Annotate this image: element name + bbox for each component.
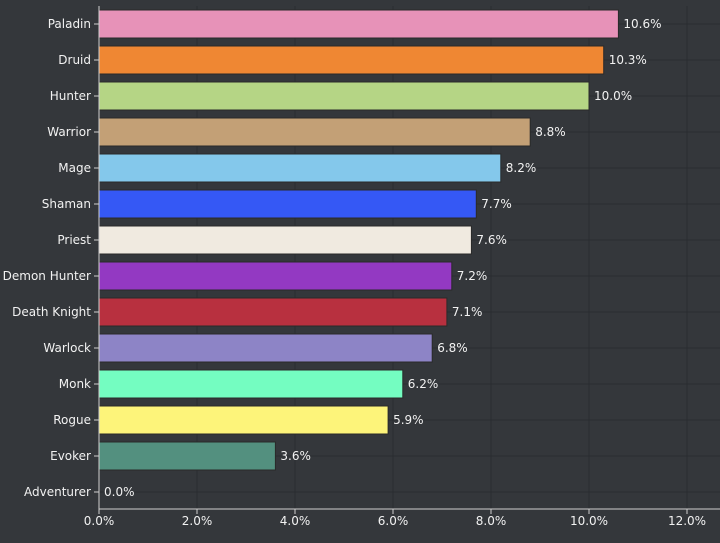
y-tick-label: Hunter — [50, 89, 91, 103]
bar-demon-hunter — [98, 261, 453, 291]
data-label: 5.9% — [393, 413, 424, 427]
data-label: 7.6% — [476, 233, 507, 247]
data-label: 7.7% — [481, 197, 512, 211]
y-tick-label: Warlock — [43, 341, 91, 355]
data-label: 10.0% — [594, 89, 632, 103]
data-label: 7.1% — [452, 305, 483, 319]
data-label: 0.0% — [104, 485, 135, 499]
bar-warlock — [98, 333, 433, 363]
bar-druid — [98, 45, 605, 75]
x-tick-label: 2.0% — [182, 514, 213, 528]
data-label: 8.8% — [535, 125, 566, 139]
bar-rogue — [98, 405, 389, 435]
bar-death-knight — [98, 297, 448, 327]
bar-monk — [98, 369, 404, 399]
y-tick-label: Demon Hunter — [3, 269, 91, 283]
y-tick-label: Death Knight — [12, 305, 91, 319]
axes: 0.0% 2.0% 4.0% 6.0% 8.0% 10.0% 12.0% Paladin Dru… — [3, 6, 720, 528]
bars: 10.6% 10.3% 10.0% 8.8% 8.2% 7.7% 7.6% 7.2% 7.1% 6… — [98, 9, 662, 499]
x-tick-label: 10.0% — [570, 514, 608, 528]
y-tick-label: Priest — [57, 233, 91, 247]
bar-mage — [98, 153, 502, 183]
y-tick-label: Druid — [58, 53, 91, 67]
data-label: 8.2% — [506, 161, 537, 175]
data-label: 6.8% — [437, 341, 468, 355]
bar-hunter — [98, 81, 590, 111]
y-tick-label: Rogue — [53, 413, 91, 427]
bar-shaman — [98, 189, 477, 219]
x-tick-label: 12.0% — [668, 514, 706, 528]
y-tick-label: Shaman — [42, 197, 91, 211]
y-tick-label: Monk — [59, 377, 91, 391]
data-label: 6.2% — [408, 377, 439, 391]
y-tick-label: Warrior — [47, 125, 91, 139]
y-tick-label: Paladin — [48, 17, 91, 31]
data-label: 10.6% — [623, 17, 661, 31]
y-tick-label: Evoker — [50, 449, 91, 463]
y-tick-label: Adventurer — [24, 485, 91, 499]
y-tick-label: Mage — [58, 161, 91, 175]
x-tick-label: 8.0% — [476, 514, 507, 528]
bar-paladin — [98, 9, 619, 39]
bar-warrior — [98, 117, 531, 147]
x-tick-label: 4.0% — [280, 514, 311, 528]
bar-evoker — [98, 441, 276, 471]
x-tick-label: 0.0% — [84, 514, 115, 528]
data-label: 3.6% — [280, 449, 311, 463]
data-label: 10.3% — [609, 53, 647, 67]
bar-priest — [98, 225, 472, 255]
x-tick-label: 6.0% — [378, 514, 409, 528]
data-label: 7.2% — [457, 269, 488, 283]
